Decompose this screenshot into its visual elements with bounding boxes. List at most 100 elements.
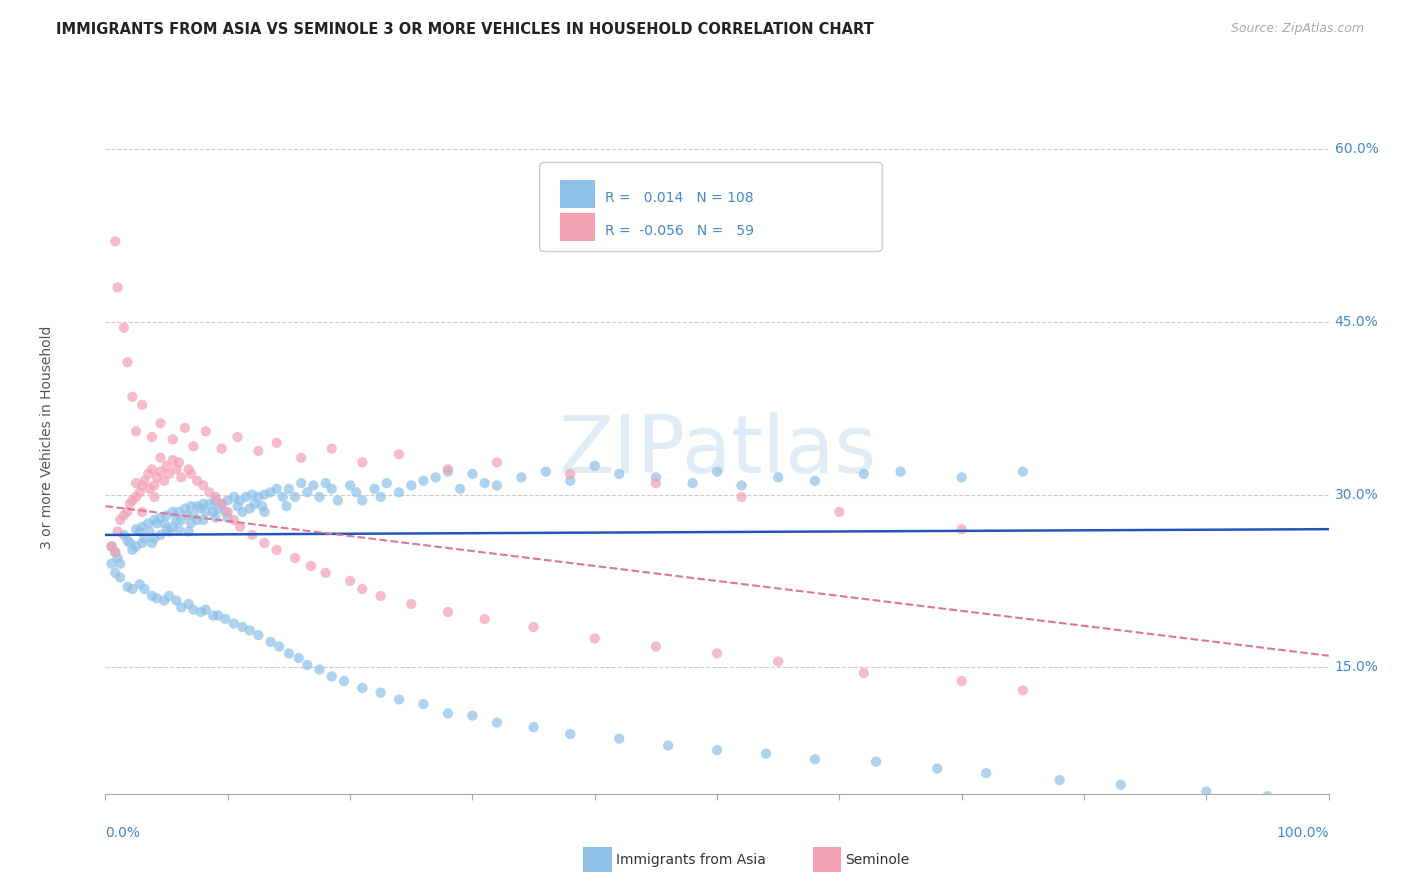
Point: [186, 513, 208, 527]
Point: [284, 550, 307, 565]
Text: Immigrants from Asia: Immigrants from Asia: [616, 853, 766, 867]
Point: [194, 603, 217, 617]
Point: [141, 430, 163, 444]
Point: [388, 692, 411, 706]
Point: [560, 474, 582, 488]
Point: [100, 557, 122, 571]
Point: [247, 443, 270, 458]
Text: R =   0.014   N = 108: R = 0.014 N = 108: [605, 191, 754, 205]
Point: [211, 497, 233, 511]
Point: [950, 522, 973, 536]
Point: [146, 591, 169, 606]
Point: [253, 536, 276, 550]
Point: [155, 458, 177, 473]
Point: [229, 520, 252, 534]
Point: [193, 497, 215, 511]
Point: [315, 566, 337, 580]
Point: [706, 465, 728, 479]
Point: [437, 605, 460, 619]
Point: [229, 493, 252, 508]
Point: [153, 474, 176, 488]
Point: [278, 482, 301, 496]
Point: [125, 490, 148, 504]
Point: [474, 476, 496, 491]
Point: [222, 616, 245, 631]
Point: [269, 640, 291, 654]
Point: [1195, 784, 1218, 798]
Point: [138, 482, 160, 496]
Point: [828, 505, 851, 519]
Point: [706, 647, 728, 661]
Point: [121, 542, 143, 557]
Point: [204, 510, 226, 524]
Point: [198, 497, 221, 511]
Point: [297, 485, 319, 500]
Point: [125, 425, 148, 439]
Point: [290, 450, 312, 465]
Point: [852, 666, 875, 681]
Point: [167, 455, 190, 469]
Point: [522, 620, 544, 634]
Point: [183, 439, 205, 453]
Point: [165, 513, 187, 527]
Point: [128, 485, 150, 500]
Point: [266, 482, 288, 496]
Point: [141, 462, 163, 476]
Point: [131, 536, 153, 550]
Point: [231, 505, 253, 519]
Point: [644, 470, 668, 484]
Point: [235, 490, 257, 504]
Bar: [561, 213, 595, 241]
Point: [117, 533, 139, 548]
Point: [143, 478, 166, 492]
Text: Seminole: Seminole: [845, 853, 910, 867]
Point: [290, 476, 312, 491]
Point: [118, 497, 141, 511]
Point: [321, 669, 343, 683]
Point: [194, 505, 217, 519]
Point: [141, 589, 163, 603]
Point: [474, 612, 496, 626]
Point: [117, 355, 139, 369]
Text: IMMIGRANTS FROM ASIA VS SEMINOLE 3 OR MORE VEHICLES IN HOUSEHOLD CORRELATION CHA: IMMIGRANTS FROM ASIA VS SEMINOLE 3 OR MO…: [56, 22, 875, 37]
Point: [155, 508, 177, 523]
Point: [149, 417, 172, 431]
Point: [271, 490, 294, 504]
Point: [207, 608, 229, 623]
Point: [193, 478, 215, 492]
Point: [170, 470, 193, 484]
Point: [231, 620, 253, 634]
Point: [128, 524, 150, 539]
Point: [180, 467, 202, 481]
Point: [583, 458, 606, 473]
Point: [125, 476, 148, 491]
Point: [352, 681, 374, 695]
Point: [607, 467, 630, 481]
Point: [143, 532, 166, 546]
Point: [889, 465, 911, 479]
Point: [117, 580, 139, 594]
Point: [194, 425, 217, 439]
Point: [682, 476, 704, 491]
Point: [104, 566, 127, 580]
Point: [485, 455, 508, 469]
Point: [339, 574, 361, 588]
Point: [157, 467, 180, 481]
Point: [226, 499, 249, 513]
Point: [352, 582, 374, 596]
Point: [352, 455, 374, 469]
Point: [214, 612, 236, 626]
Point: [644, 476, 668, 491]
Point: [174, 421, 197, 435]
Point: [352, 493, 374, 508]
Point: [276, 499, 298, 513]
Point: [104, 545, 127, 559]
Text: R =  -0.056   N =   59: R = -0.056 N = 59: [605, 225, 754, 238]
Point: [308, 663, 330, 677]
Point: [108, 513, 131, 527]
Point: [583, 632, 606, 646]
Point: [153, 593, 176, 607]
Point: [449, 482, 471, 496]
Point: [125, 540, 148, 554]
Text: 60.0%: 60.0%: [1334, 143, 1379, 156]
